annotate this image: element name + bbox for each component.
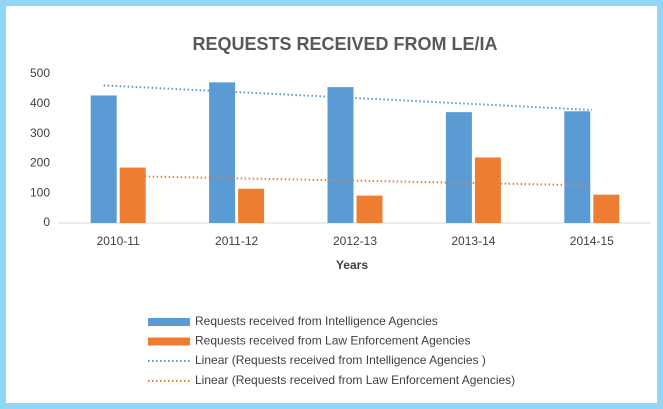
x-tick-label: 2014-15	[570, 234, 614, 248]
legend-label: Requests received from Law Enforcement A…	[195, 334, 470, 348]
bar	[238, 188, 265, 223]
bar	[474, 157, 501, 223]
bar	[327, 87, 354, 223]
x-tick-label: 2013-14	[451, 234, 495, 248]
bar	[564, 111, 591, 223]
trendline	[103, 84, 592, 111]
x-tick-label: 2010-11	[97, 234, 140, 248]
legend-label: Requests received from Intelligence Agen…	[195, 314, 438, 328]
x-tick-label: 2011-12	[215, 234, 258, 248]
bar	[445, 112, 472, 223]
legend-swatch	[148, 318, 190, 326]
bar	[593, 194, 620, 223]
bar	[90, 95, 117, 223]
legend-label: Linear (Requests received from Law Enfor…	[195, 373, 515, 387]
bar	[209, 82, 236, 224]
y-tick-label: 400	[30, 96, 50, 110]
trendline	[132, 175, 592, 187]
y-tick-label: 100	[30, 185, 50, 199]
y-tick-label: 500	[30, 66, 50, 80]
x-tick-label: 2012-13	[333, 234, 377, 248]
legend-swatch	[148, 337, 190, 346]
legend-label: Linear (Requests received from Intellige…	[195, 353, 486, 367]
y-tick-label: 200	[30, 156, 50, 170]
x-axis-title: Years	[336, 258, 368, 272]
y-tick-label: 0	[43, 215, 50, 229]
bar	[356, 195, 383, 223]
y-tick-label: 300	[30, 126, 50, 140]
chart-title: REQUESTS RECEIVED FROM LE/IA	[192, 34, 497, 54]
